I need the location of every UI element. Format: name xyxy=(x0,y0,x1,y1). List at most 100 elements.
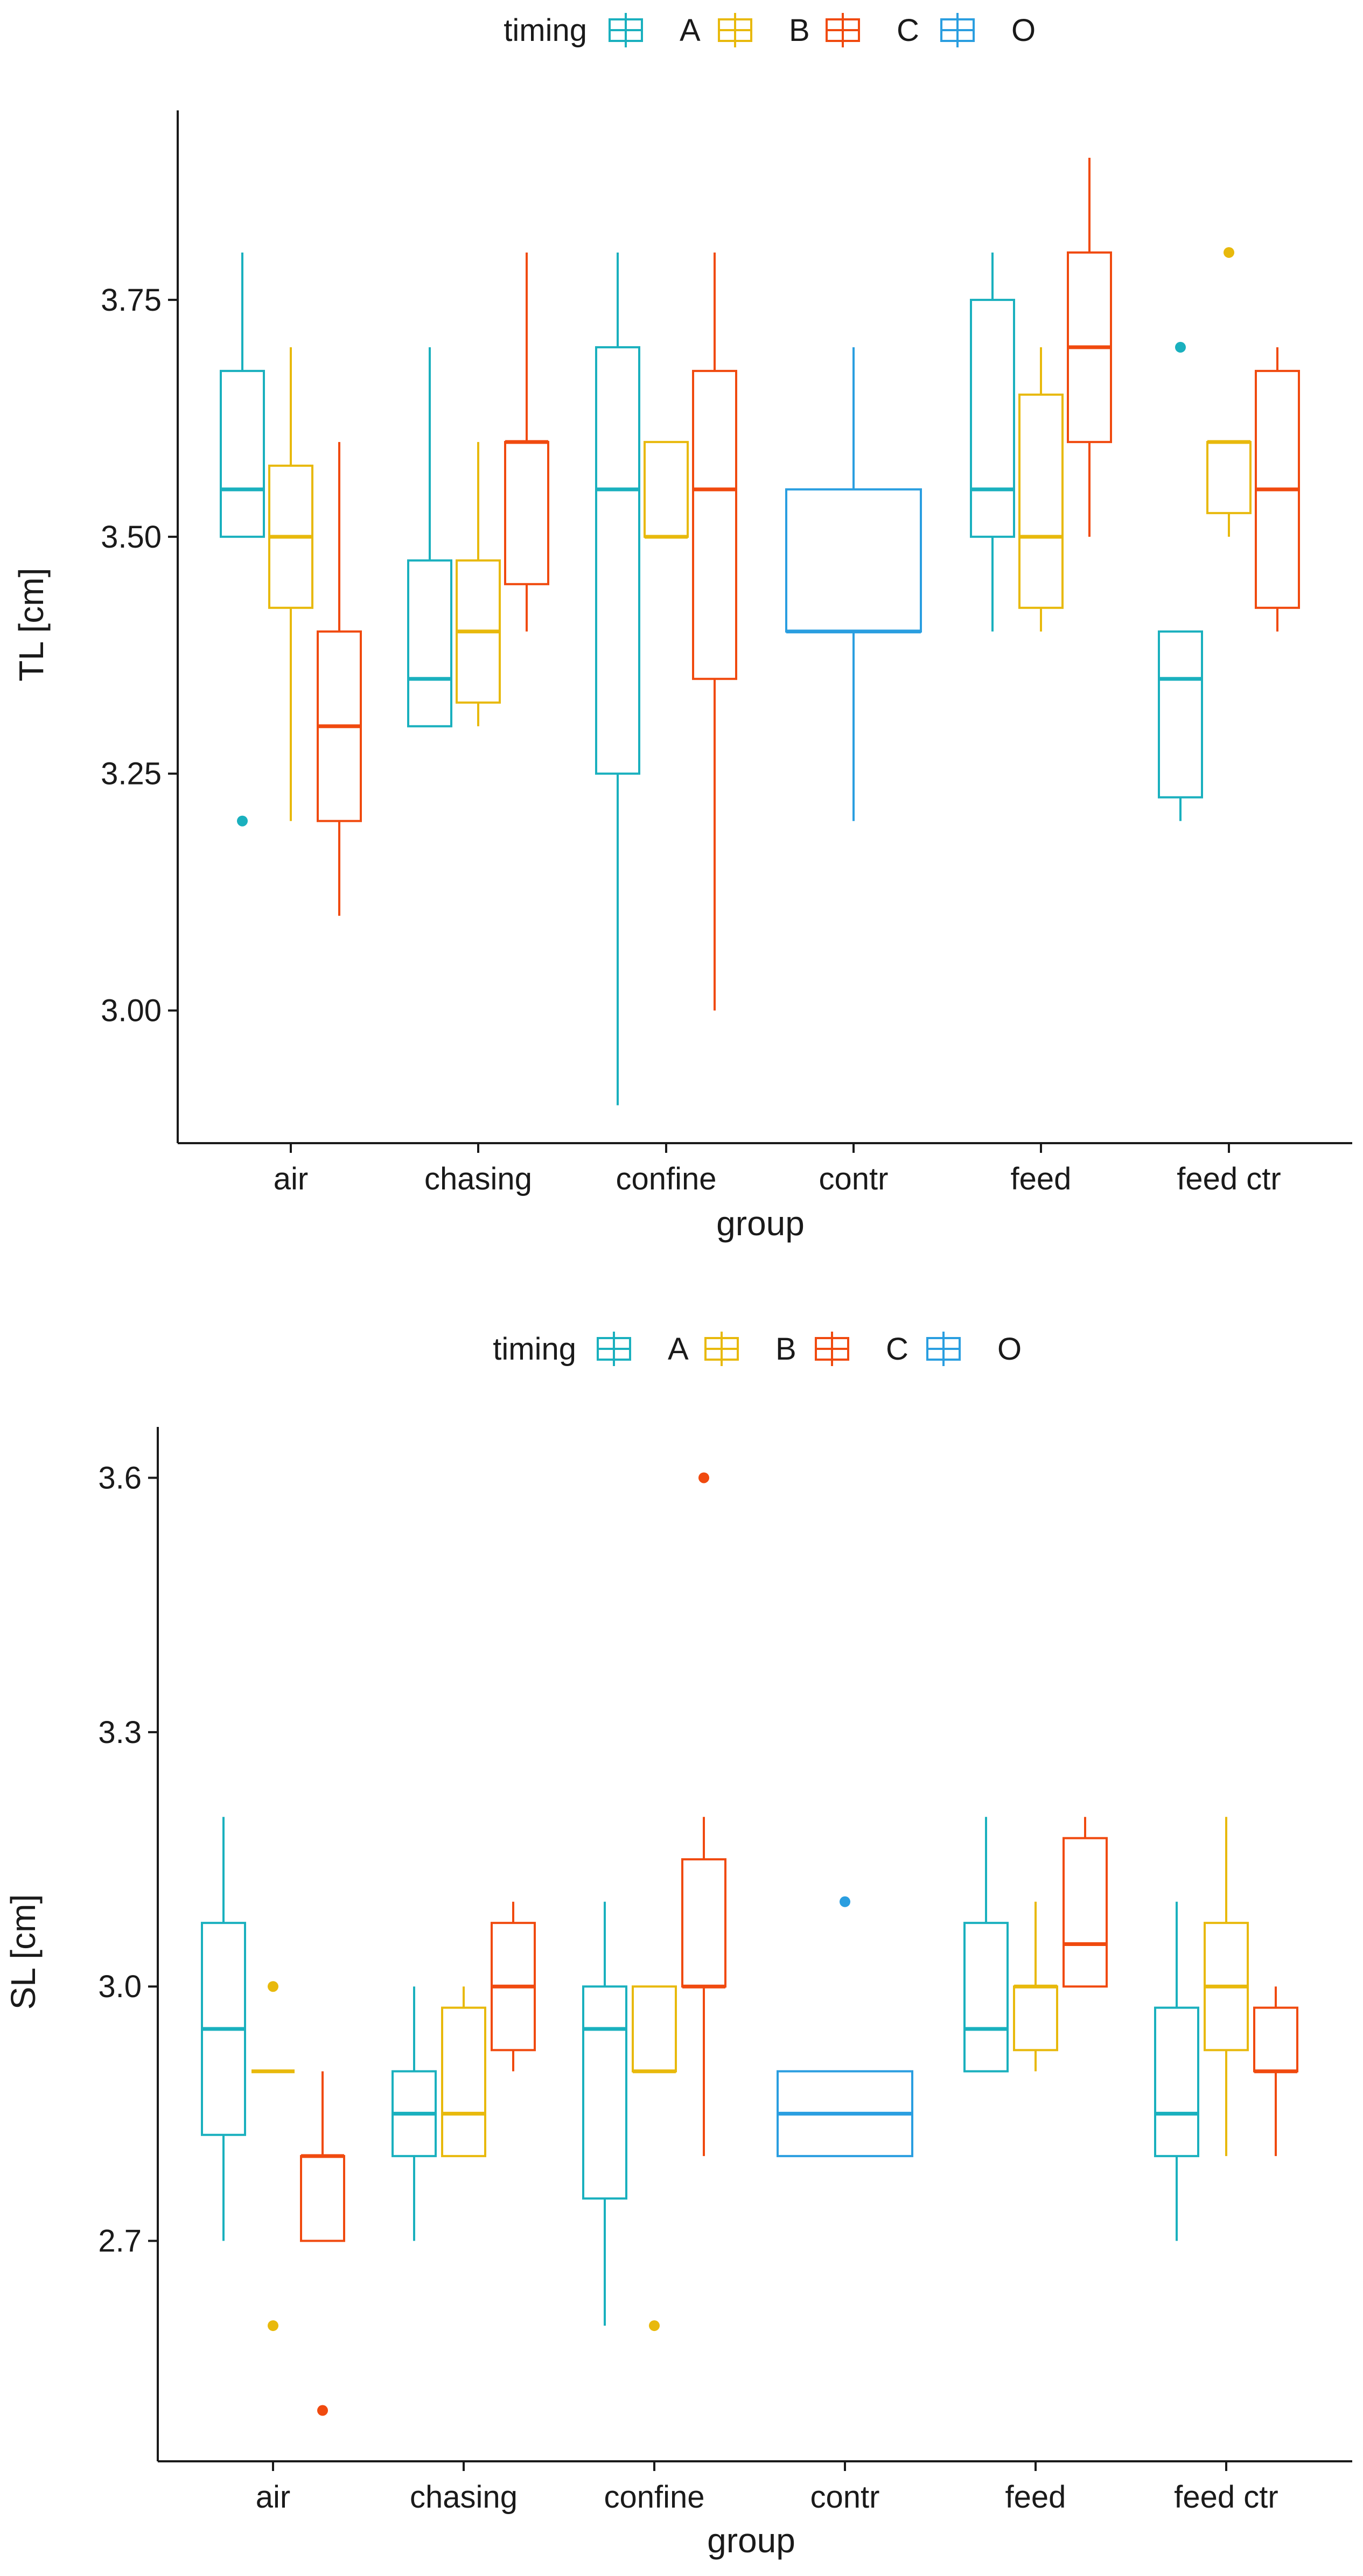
tl-box-feed-b xyxy=(1018,347,1064,632)
sl-panel: timing A B C O 2.7 3.0 3.3 3.6 air chasing co… xyxy=(4,1332,1352,2560)
sl-box-chasing-a xyxy=(392,1986,437,2241)
sl-x-tick-label-chasing: chasing xyxy=(410,2480,518,2515)
tl-box-feed-ctr-b xyxy=(1206,247,1252,537)
sl-box-confine-c xyxy=(681,1472,726,2157)
sl-box-feed-ctr-b xyxy=(1204,1817,1249,2157)
sl-box-feed-ctr-a xyxy=(1154,1901,1199,2241)
tl-box-feed-b-iqr xyxy=(1018,393,1064,609)
sl-box-confine-c-outlier-0 xyxy=(698,1472,709,1483)
tl-y-axis-ticks: 3.00 3.25 3.50 3.75 xyxy=(101,283,178,1028)
tl-legend-key-b xyxy=(718,13,752,47)
tl-legend-key-a xyxy=(609,13,643,47)
sl-box-confine-b-outlier-0 xyxy=(649,2320,660,2332)
sl-x-tick-label-feed: feed xyxy=(1005,2480,1066,2515)
tl-box-air-a-iqr xyxy=(220,369,265,538)
tl-box-chasing-c-iqr xyxy=(504,440,549,585)
sl-box-confine-b xyxy=(632,1985,677,2332)
tl-y-tick-label: 3.00 xyxy=(101,993,162,1028)
tl-y-tick-label: 3.50 xyxy=(101,520,162,555)
tl-legend: timing A B C O xyxy=(504,13,1036,48)
tl-x-tick-label-chasing: chasing xyxy=(424,1161,532,1196)
tl-legend-label-o: O xyxy=(1011,13,1036,48)
tl-x-tick-label-feed: feed xyxy=(1011,1161,1072,1196)
tl-x-axis-ticks: air chasing confine contr feed feed ctr xyxy=(274,1143,1281,1196)
sl-box-air-c-iqr xyxy=(300,2155,345,2242)
tl-box-air-b xyxy=(268,347,313,821)
sl-y-axis-ticks: 2.7 3.0 3.3 3.6 xyxy=(98,1460,158,2259)
sl-box-contr-o-outlier-0 xyxy=(840,1896,850,1907)
tl-x-tick-label-air: air xyxy=(274,1161,308,1196)
sl-legend-label-b: B xyxy=(775,1332,796,1367)
tl-box-confine-c xyxy=(692,252,737,1011)
sl-box-air-b-outlier-0 xyxy=(268,1981,278,1992)
tl-box-confine-a-iqr xyxy=(595,346,640,775)
tl-box-feed-a-iqr xyxy=(970,298,1015,538)
sl-x-axis-ticks: air chasing confine contr feed feed ctr xyxy=(256,2461,1278,2515)
sl-box-chasing-c xyxy=(491,1901,536,2071)
sl-box-feed-ctr-c-iqr xyxy=(1253,2006,1298,2073)
tl-panel: timing A B C O 3.00 3.25 3.50 3.75 air chasi… xyxy=(12,13,1352,1243)
tl-y-axis-title: TL [cm] xyxy=(12,568,51,682)
sl-box-contr-o xyxy=(777,1896,913,2158)
tl-box-feed-ctr-a-iqr xyxy=(1158,630,1203,799)
tl-boxes xyxy=(220,157,1300,1105)
tl-box-chasing-a-iqr xyxy=(407,559,452,727)
tl-box-feed-ctr-a-outlier-0 xyxy=(1175,341,1186,353)
sl-x-tick-label-feed-ctr: feed ctr xyxy=(1174,2480,1278,2515)
tl-box-confine-a xyxy=(595,252,640,1105)
tl-box-feed-ctr-b-outlier-0 xyxy=(1224,247,1234,258)
sl-box-feed-a-iqr xyxy=(963,1922,1009,2073)
tl-box-confine-b xyxy=(644,440,689,539)
tl-box-air-c xyxy=(317,442,362,916)
tl-box-confine-b-iqr xyxy=(644,440,689,538)
sl-x-axis-title: group xyxy=(707,2521,795,2560)
sl-box-feed-ctr-a-iqr xyxy=(1154,2006,1199,2158)
sl-y-tick-label: 3.6 xyxy=(98,1460,142,1495)
sl-box-air-b-outlier-1 xyxy=(268,2320,278,2332)
tl-box-feed-ctr-c xyxy=(1255,347,1300,632)
tl-box-feed-a xyxy=(970,252,1015,632)
sl-legend: timing A B C O xyxy=(493,1332,1022,1367)
tl-legend-label-b: B xyxy=(789,13,810,48)
sl-legend-label-c: C xyxy=(886,1332,908,1367)
tl-x-tick-label-feed-ctr: feed ctr xyxy=(1177,1161,1281,1196)
tl-box-air-a-outlier-0 xyxy=(237,815,248,827)
sl-box-feed-a xyxy=(963,1817,1009,2073)
sl-box-confine-c-iqr xyxy=(681,1858,726,1988)
tl-box-contr-o xyxy=(785,347,922,821)
tl-x-axis-title: group xyxy=(716,1204,805,1243)
tl-box-contr-o-iqr xyxy=(785,488,922,633)
sl-box-confine-a xyxy=(582,1901,627,2326)
sl-box-feed-c xyxy=(1063,1817,1108,1988)
sl-legend-label-a: A xyxy=(668,1332,689,1367)
tl-legend-label-c: C xyxy=(897,13,919,48)
sl-legend-key-b xyxy=(704,1332,739,1366)
sl-legend-key-c xyxy=(815,1332,849,1366)
sl-legend-title: timing xyxy=(493,1332,576,1367)
tl-y-tick-label: 3.75 xyxy=(101,283,162,318)
sl-legend-key-o xyxy=(926,1332,961,1366)
tl-box-air-a xyxy=(220,252,265,827)
sl-box-confine-a-iqr xyxy=(582,1985,627,2200)
tl-box-chasing-c xyxy=(504,252,549,632)
sl-y-tick-label: 3.0 xyxy=(98,1969,142,2004)
tl-legend-key-c xyxy=(826,13,860,47)
tl-legend-title: timing xyxy=(504,13,587,48)
tl-box-confine-c-iqr xyxy=(692,369,737,680)
sl-box-chasing-b xyxy=(441,1986,486,2158)
tl-box-chasing-b xyxy=(456,442,501,726)
sl-box-feed-b-iqr xyxy=(1013,1985,1058,2052)
sl-x-tick-label-air: air xyxy=(256,2480,290,2515)
tl-y-tick-label: 3.25 xyxy=(101,757,162,792)
sl-box-feed-ctr-c xyxy=(1253,1986,1298,2157)
sl-boxes xyxy=(201,1472,1298,2416)
tl-x-tick-label-contr: contr xyxy=(819,1161,889,1196)
sl-y-tick-label: 3.3 xyxy=(98,1715,142,1750)
sl-box-confine-b-iqr xyxy=(632,1985,677,2073)
sl-box-feed-c-iqr xyxy=(1063,1837,1108,1988)
tl-box-feed-ctr-a xyxy=(1158,341,1203,821)
tl-legend-key-o xyxy=(940,13,975,47)
sl-y-tick-label: 2.7 xyxy=(98,2224,142,2259)
sl-box-air-a xyxy=(201,1817,246,2241)
